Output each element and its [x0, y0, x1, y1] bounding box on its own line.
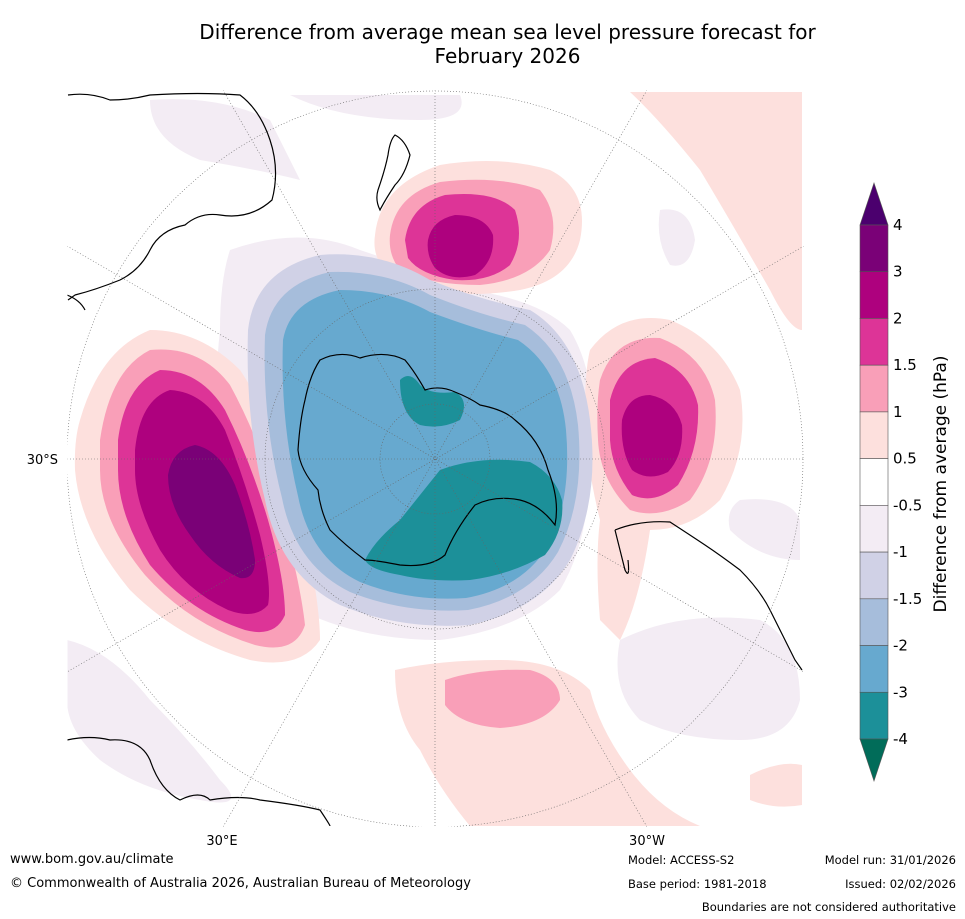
meridian-30w: [222, 90, 648, 827]
colorbar-band: [859, 505, 889, 553]
map-frame: [66, 89, 805, 828]
colorbar-band: [859, 551, 889, 600]
contour-minus-3-weddell: [400, 376, 464, 427]
colorbar-tick-label: 2: [893, 309, 903, 327]
colorbar-tick-label: -0.5: [893, 496, 922, 514]
weak-positive-southeast: [750, 763, 802, 807]
footer-disclaimer: Boundaries are not considered authoritat…: [701, 900, 956, 914]
meridian-60: [67, 245, 804, 673]
colorbar: 4 3 2 1.5 1 0.5 -0.5 -1 -1.5 -2 -3 -4 Difference fr…: [859, 182, 951, 782]
footer-base-period: Base period: 1981-2018: [628, 877, 767, 891]
coastlines: [67, 92, 803, 827]
colorbar-tick-label: 4: [893, 216, 903, 234]
moderate-positive-pacific: [445, 669, 560, 728]
africa-coast[interactable]: [67, 736, 331, 827]
colorbar-band: [859, 598, 889, 646]
colorbar-band: [859, 411, 889, 459]
colorbar-tick-label: -1.5: [893, 590, 922, 608]
colorbar-tick-label: 1: [893, 403, 903, 421]
australia-coast[interactable]: [67, 92, 277, 301]
weak-negative-southwest: [67, 640, 232, 803]
very-strong-positive-atlantic: [621, 395, 683, 477]
colorbar-tick-label: 1.5: [893, 356, 917, 374]
colorbar-band: [859, 318, 889, 366]
map-panel: [67, 90, 804, 827]
weak-negative-australia: [150, 99, 300, 180]
antarctica-coast[interactable]: [297, 353, 558, 567]
colorbar-overflow-top: [859, 182, 889, 226]
colorbar-tick-label: -1: [893, 543, 908, 561]
footer-issued: Issued: 02/02/2026: [845, 877, 956, 891]
colorbar-tick-label: 0.5: [893, 450, 917, 468]
title-line-2: February 2026: [434, 44, 581, 68]
footer-model: Model: ACCESS-S2: [628, 853, 735, 867]
weak-positive-northeast: [630, 92, 802, 330]
colorbar-overflow-bottom: [859, 738, 889, 782]
title-line-1: Difference from average mean sea level p…: [199, 20, 816, 44]
weak-negative-pacific: [658, 209, 695, 266]
footer-copyright: © Commonwealth of Australia 2026, Austra…: [10, 876, 471, 891]
colorbar-band: [859, 691, 889, 740]
graticule: [67, 90, 804, 827]
footer-model-run: Model run: 31/01/2026: [824, 853, 956, 867]
colorbar-tick-label: -3: [893, 683, 908, 701]
colorbar-tick-label: -2: [893, 637, 908, 655]
extreme-positive-indian: [168, 445, 255, 579]
lon-label-30e: 30°E: [206, 834, 237, 849]
footer-website[interactable]: www.bom.gov.au/climate: [10, 852, 174, 867]
weak-negative-north: [290, 95, 462, 120]
meridian-30e: [222, 90, 648, 827]
colorbar-tick-label: 3: [893, 263, 903, 281]
colorbar-band: [859, 645, 889, 693]
lat-label-30s: 30°S: [27, 453, 58, 468]
colorbar-band: [859, 224, 889, 273]
colorbar-band: [859, 364, 889, 413]
chart-title: Difference from average mean sea level p…: [60, 20, 955, 68]
colorbar-band: [859, 458, 889, 506]
colorbar-title: Difference from average (hPa): [931, 356, 951, 613]
south-america-coast[interactable]: [614, 521, 803, 671]
colorbar-bands: [859, 224, 889, 740]
weak-negative-south-america: [617, 617, 800, 740]
colorbar-ticks: 4 3 2 1.5 1 0.5 -0.5 -1 -1.5 -2 -3 -4: [893, 216, 922, 748]
meridian-120: [67, 245, 804, 673]
very-strong-positive-tasman: [427, 215, 494, 278]
lon-label-30w: 30°W: [629, 834, 665, 849]
new-zealand-coast[interactable]: [376, 134, 411, 212]
colorbar-tick-label: -4: [893, 730, 908, 748]
weak-negative-east: [728, 499, 800, 560]
madagascar-coast[interactable]: [67, 294, 86, 311]
extreme-positive-regions: [168, 445, 255, 579]
colorbar-band: [859, 271, 889, 319]
